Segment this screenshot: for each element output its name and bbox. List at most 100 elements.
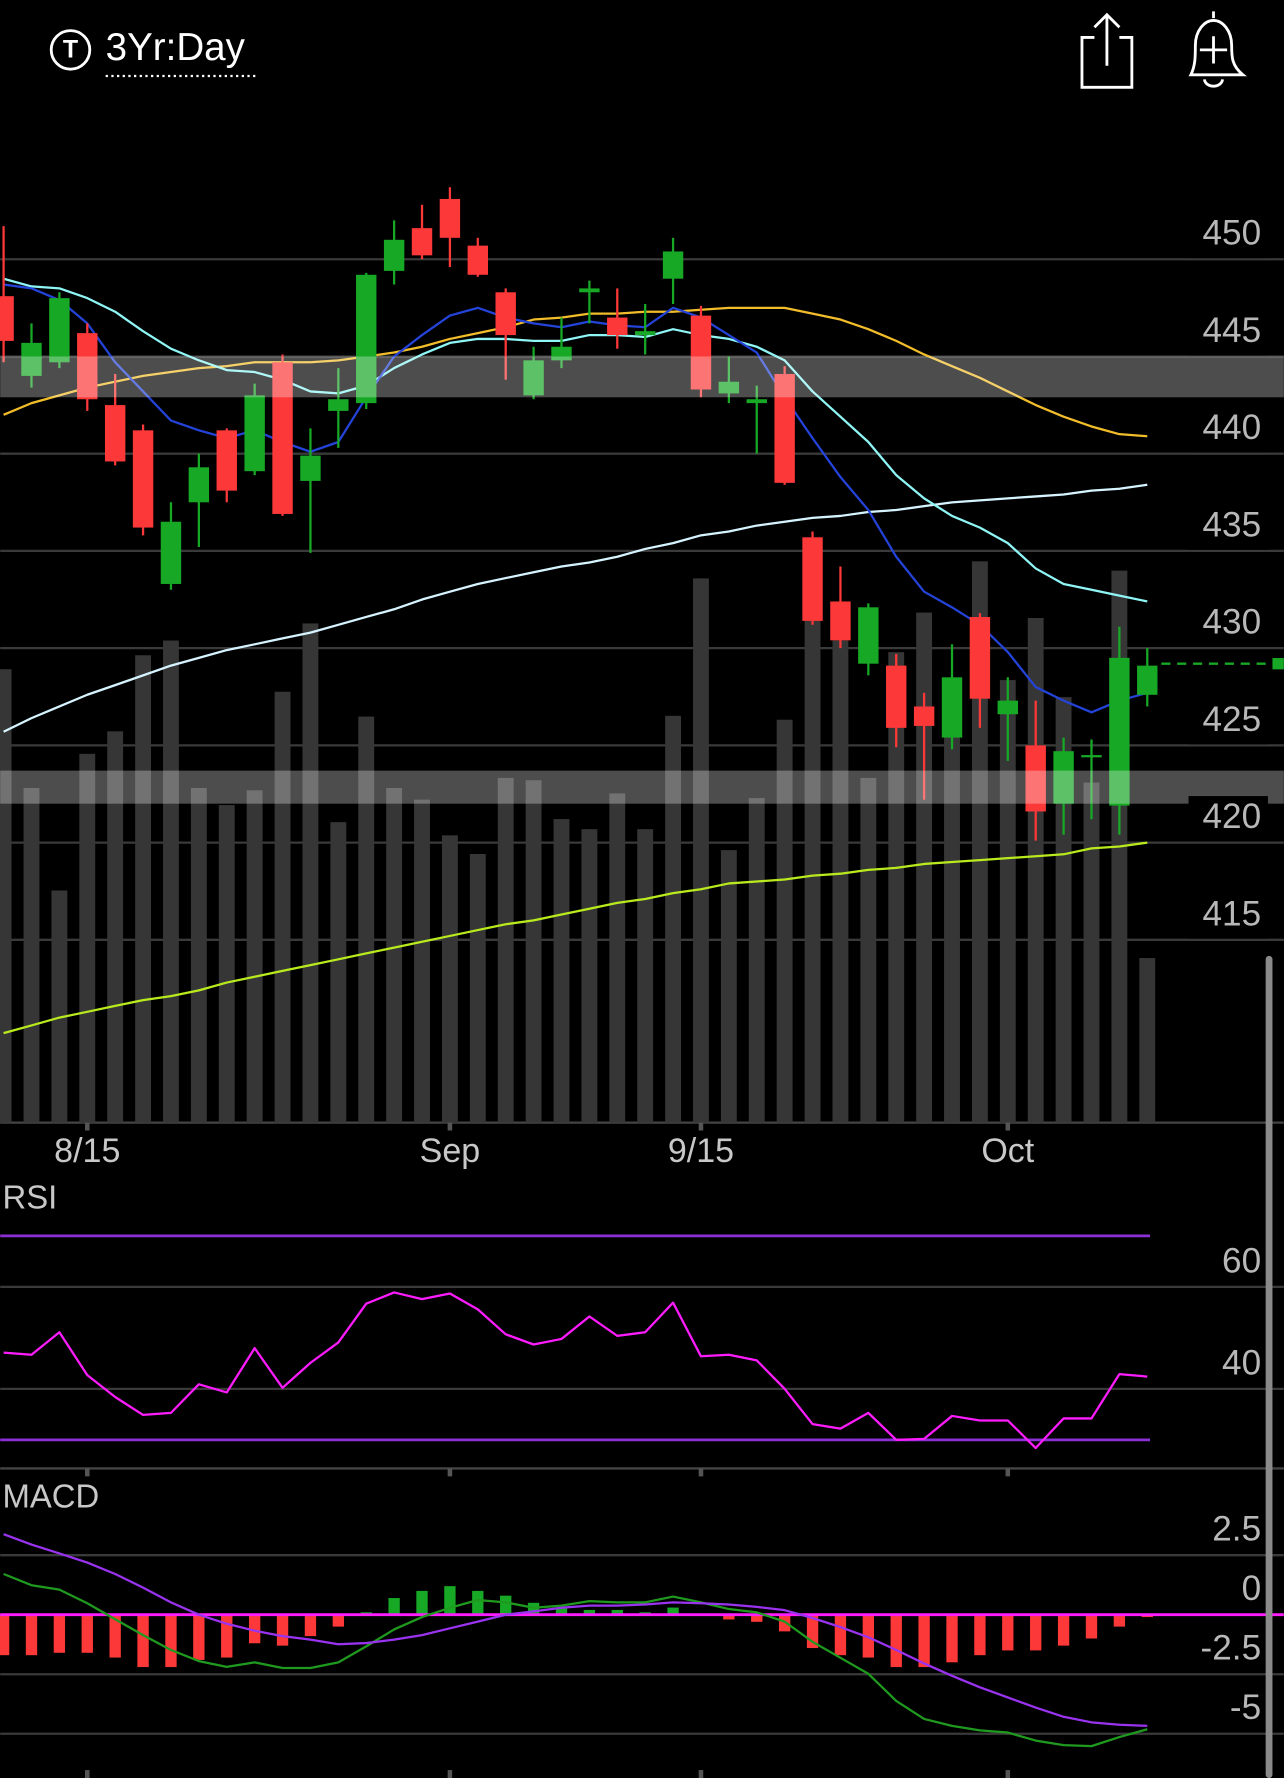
histogram-bar: [53, 1614, 66, 1653]
y-tick-label: 0: [1242, 1569, 1262, 1608]
histogram-bar: [165, 1614, 177, 1668]
volume-bar: [637, 829, 654, 1123]
histogram-bar: [81, 1614, 93, 1653]
pane-title: RSI: [2, 1178, 57, 1215]
ticker-icon-letter: T: [63, 36, 78, 64]
pane-title: MACD: [2, 1478, 99, 1515]
candle-body: [858, 607, 879, 664]
volume-bar: [916, 612, 933, 1123]
histogram-bar: [1113, 1614, 1126, 1627]
histogram-bar: [332, 1614, 345, 1627]
histogram-bar: [25, 1614, 38, 1656]
candle-body: [941, 677, 963, 738]
histogram-bar: [109, 1614, 121, 1658]
volume-bar: [163, 640, 179, 1123]
volume-bar: [358, 716, 375, 1123]
volume-bar: [218, 805, 235, 1123]
volume-bar: [0, 669, 12, 1123]
alert-button[interactable]: [1188, 11, 1248, 88]
candle-body: [439, 198, 461, 238]
volume-bar: [860, 777, 877, 1123]
histogram-bar: [751, 1614, 763, 1622]
histogram-bar: [918, 1614, 930, 1668]
moving-average: [3, 483, 1148, 733]
y-tick-label: -5: [1230, 1688, 1261, 1727]
rsi-line: [3, 1291, 1148, 1450]
volume-bar: [246, 790, 263, 1123]
ticker-icon: [49, 29, 92, 71]
candle-body: [21, 342, 42, 376]
share-button[interactable]: [1080, 12, 1134, 89]
x-tick-label: 8/15: [54, 1132, 120, 1170]
y-tick-label: 440: [1202, 408, 1261, 447]
candle-body: [188, 467, 210, 503]
volume-bar: [386, 788, 403, 1123]
rsi-pane: RSI 60 40: [0, 1178, 1284, 1477]
volume-bar: [999, 680, 1016, 1123]
candle-body: [77, 333, 98, 400]
bell-body: [1188, 11, 1248, 77]
candle-body: [104, 405, 126, 462]
volume-bar: [190, 788, 207, 1123]
volume-bar: [665, 715, 682, 1123]
histogram-bar: [555, 1607, 568, 1615]
volume-bar: [888, 652, 905, 1123]
candle-body: [662, 251, 684, 279]
histogram-bar: [193, 1614, 205, 1660]
share-arrow: [1093, 12, 1121, 66]
scrollbar[interactable]: [1265, 955, 1273, 1778]
tick-label-bg: [1188, 893, 1268, 939]
histogram-bar: [1002, 1614, 1014, 1651]
volume-bar: [693, 578, 709, 1123]
timeframe-selector[interactable]: T 3Yr:Day: [49, 26, 257, 78]
candle-body: [1109, 657, 1130, 806]
volume-bar: [414, 799, 430, 1123]
tick-label-bg: [1188, 601, 1268, 647]
candle-body: [579, 288, 600, 293]
candle-body: [49, 298, 70, 363]
volume-bar: [804, 617, 821, 1123]
volume-bar: [776, 719, 793, 1123]
moving-average: [3, 841, 1148, 1035]
volume-bar: [1139, 958, 1156, 1123]
candle-body: [634, 331, 656, 336]
volume-bar: [944, 691, 960, 1123]
volume-bar: [79, 753, 96, 1123]
share-box: [1080, 36, 1134, 89]
candle-body: [997, 700, 1019, 715]
tick-label-bg: [1188, 212, 1268, 259]
histogram-bar: [0, 1614, 10, 1656]
histogram-bar: [1085, 1614, 1098, 1639]
candle-body: [160, 521, 182, 584]
candle-body: [746, 399, 767, 404]
volume-bar: [748, 798, 765, 1123]
histogram-bar: [472, 1590, 484, 1615]
volume-bar: [135, 655, 152, 1123]
y-tick-label: 450: [1202, 214, 1261, 253]
candle-body: [495, 292, 516, 336]
candle-body: [1025, 745, 1046, 812]
candle-body: [523, 360, 544, 396]
candle-body: [690, 315, 712, 390]
volume-bar: [497, 777, 514, 1123]
last-price-marker: [1272, 658, 1284, 670]
moving-average: [3, 283, 1148, 714]
candle-body: [1081, 755, 1102, 758]
volume-bar: [1027, 617, 1044, 1123]
histogram-bar: [667, 1607, 679, 1615]
histogram-bar: [416, 1590, 428, 1615]
timeframe-label: 3Yr:Day: [106, 26, 246, 69]
histogram-bar: [890, 1614, 902, 1668]
volume-bar: [441, 835, 458, 1123]
y-tick-label: -2.5: [1201, 1629, 1262, 1668]
price-zone: [0, 770, 1284, 804]
candle-body: [467, 245, 489, 275]
bell-clapper: [1203, 78, 1224, 88]
histogram-bar: [388, 1598, 400, 1615]
volume-bar: [832, 640, 849, 1123]
y-tick-label: 445: [1202, 311, 1261, 350]
histogram-bar: [974, 1614, 986, 1656]
macd-line: [3, 1533, 1148, 1727]
